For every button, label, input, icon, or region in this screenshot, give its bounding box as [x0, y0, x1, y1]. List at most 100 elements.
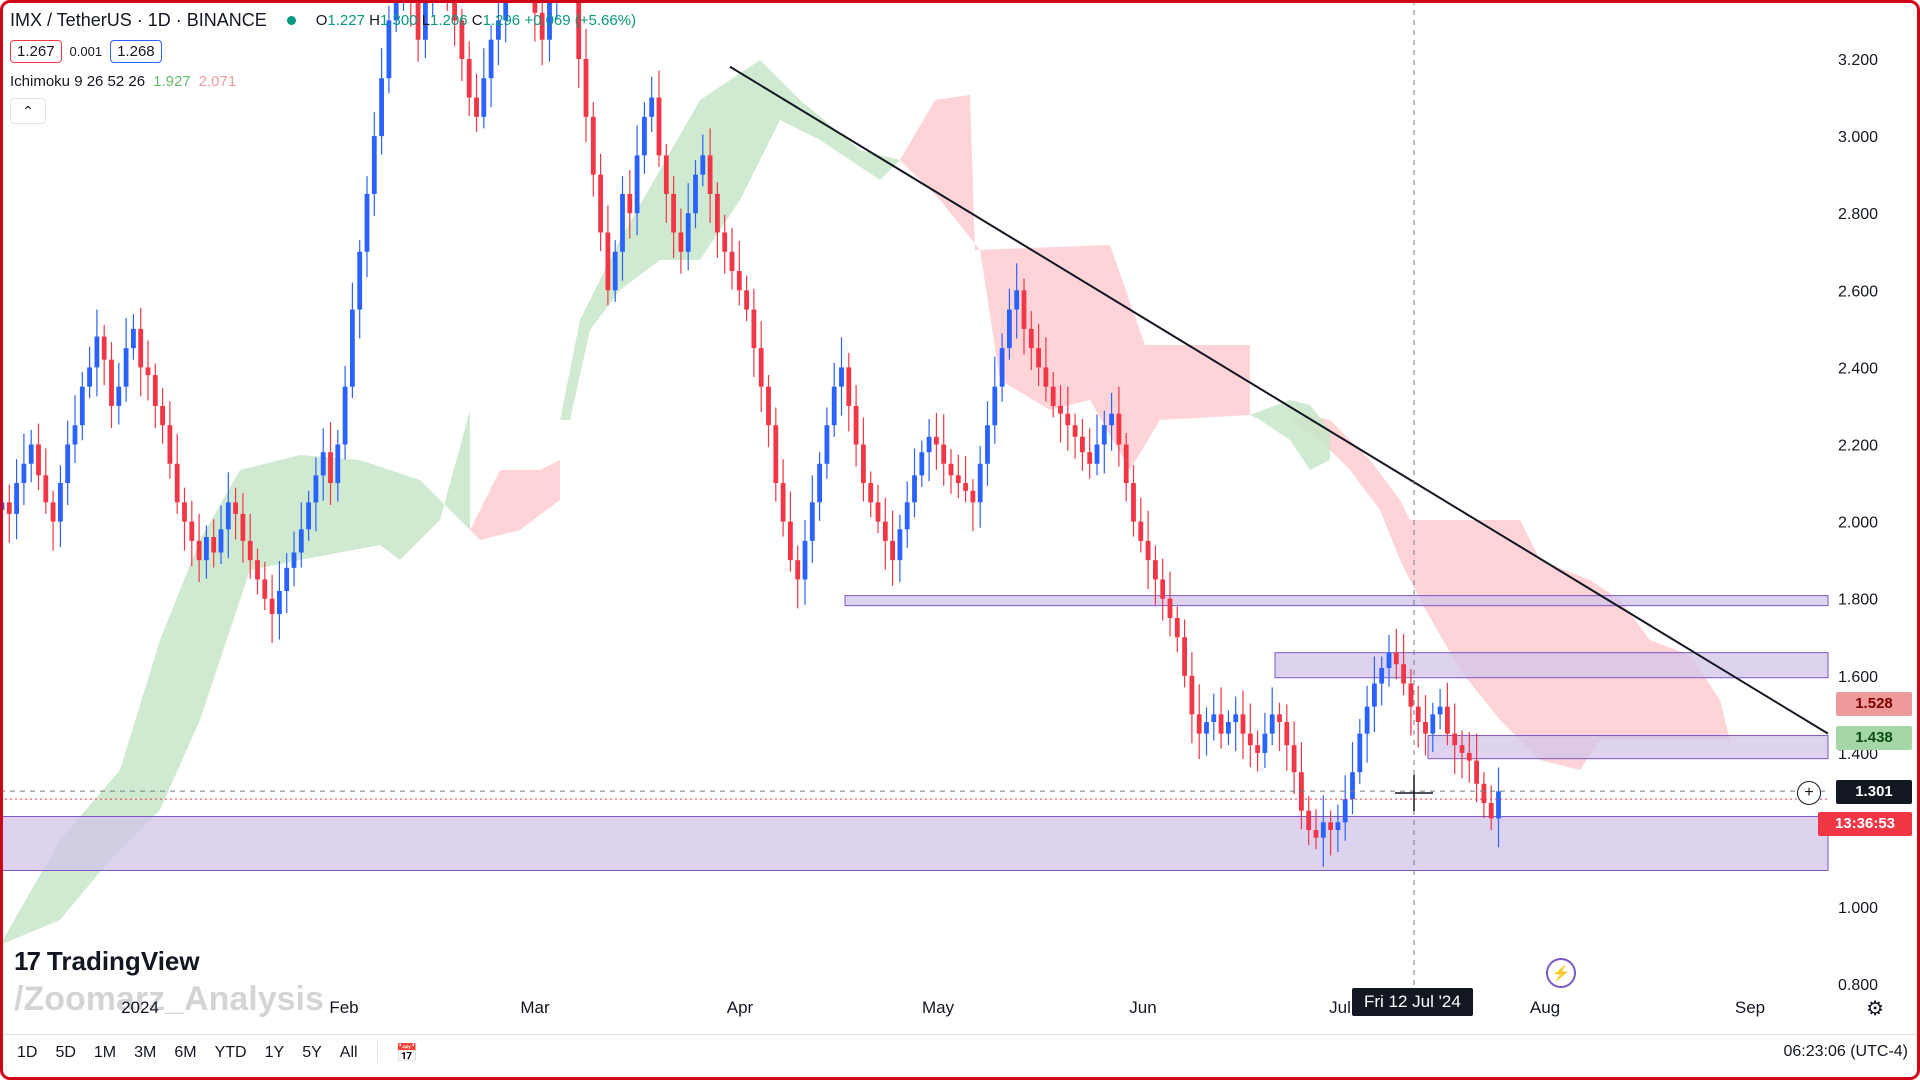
timeframe-all[interactable]: All [339, 1044, 358, 1061]
axes: 3.200 3.000 2.800 2.600 2.400 2.200 2.000 1.800… [121, 52, 1878, 1017]
timeframe-1d[interactable]: 1D [17, 1044, 38, 1061]
timeframe-5y[interactable]: 5Y [302, 1044, 322, 1061]
timeframe-1y[interactable]: 1Y [264, 1044, 285, 1061]
lightning-icon[interactable]: ⚡ [1546, 958, 1576, 988]
candle [634, 125, 640, 236]
candle [423, 0, 428, 59]
bottom-toolbar: 1D 5D 1M 3M 6M YTD 1Y 5Y All 📅 06:23:06 (UTC-4) [0, 1034, 1920, 1071]
candle [1050, 372, 1056, 418]
time-tick-label: Apr [727, 998, 754, 1017]
candle [1357, 718, 1363, 784]
candle [50, 490, 56, 551]
candle [627, 170, 633, 239]
candle [992, 356, 998, 444]
chevron-up-icon[interactable]: ⌃ [10, 98, 46, 124]
symbol-title[interactable]: IMX / TetherUS · 1D · BINANCE [10, 9, 267, 30]
candle [1488, 785, 1494, 830]
cloud-segment-2 [470, 460, 560, 540]
plus-icon[interactable]: + [1797, 781, 1821, 805]
candle [1284, 704, 1290, 771]
zone-0 [844, 595, 1829, 607]
timeframe-6m[interactable]: 6M [174, 1044, 197, 1061]
candle [912, 448, 917, 518]
price-tick-label: 1.400 [1838, 746, 1878, 763]
candle [620, 176, 625, 281]
buy-price-box[interactable]: 1.268 [110, 40, 162, 63]
support-resistance-zones [0, 595, 1829, 871]
candle [831, 362, 837, 437]
price-tick-label: 1.800 [1838, 592, 1878, 609]
candle [1408, 668, 1414, 736]
candle [1474, 733, 1479, 803]
timeframe-ytd[interactable]: YTD [214, 1044, 247, 1061]
candle [474, 73, 479, 132]
candle [955, 454, 961, 499]
candle [1043, 337, 1049, 402]
candle [663, 143, 669, 223]
candle [371, 112, 377, 216]
candle [1401, 634, 1406, 696]
candle [350, 282, 355, 399]
candle [1335, 804, 1341, 852]
timeframe-1m[interactable]: 1M [93, 1044, 117, 1061]
candle [6, 484, 12, 543]
indicator-legend[interactable]: Ichimoku 9 26 52 26 1.927 2.071 [10, 73, 237, 90]
candle [919, 440, 925, 487]
settings-icon[interactable]: ⚙ [1866, 998, 1884, 1020]
candle [204, 525, 209, 579]
candle [846, 352, 852, 432]
candle [824, 407, 830, 479]
candle [1094, 414, 1100, 476]
candle [1342, 775, 1348, 841]
candle [868, 471, 874, 518]
chart-legend: IMX / TetherUS · 1D · BINANCE O1.227 H1.… [10, 8, 636, 124]
candle [1218, 687, 1224, 749]
candle [656, 70, 662, 167]
candle [1459, 730, 1465, 779]
watermark: /Zoomarz_Analysis [14, 980, 324, 1018]
time-tick-label: Mar [520, 998, 550, 1017]
time-tick-label: Jun [1129, 998, 1156, 1017]
candle [1466, 732, 1472, 783]
cloud-segment-1 [560, 60, 900, 420]
sell-price-box[interactable]: 1.267 [10, 40, 62, 63]
candle [1255, 730, 1260, 772]
candle [306, 490, 311, 541]
candle [605, 205, 611, 306]
timeframe-list: 1D 5D 1M 3M 6M YTD 1Y 5Y All [0, 1044, 367, 1062]
clock[interactable]: 06:23:06 (UTC-4) [1783, 1043, 1909, 1060]
candle [853, 385, 859, 467]
candle [773, 407, 779, 502]
timeframe-3m[interactable]: 3M [134, 1044, 157, 1061]
candle [255, 548, 260, 595]
ohlc-values: O1.227 H1.300 L1.206 C1.296 +0.069 (+5.6… [315, 11, 637, 29]
candle [671, 176, 676, 258]
candle [926, 419, 932, 482]
candle [0, 490, 5, 522]
candle [240, 493, 246, 563]
span-b-price-tag: 1.528 [1836, 692, 1912, 716]
calendar-icon[interactable]: 📅 [395, 1042, 418, 1063]
candle [1101, 410, 1107, 474]
candle [1386, 634, 1392, 687]
candle [481, 48, 487, 129]
timeframe-5d[interactable]: 5D [55, 1044, 76, 1061]
candle [598, 153, 603, 251]
candle [766, 375, 771, 448]
candle [649, 76, 655, 132]
time-tick-label: Jul [1329, 998, 1351, 1017]
candle [1087, 428, 1093, 479]
candle [934, 412, 939, 470]
candle [94, 309, 100, 397]
candle [174, 433, 180, 514]
zone-1 [1274, 652, 1829, 679]
candle [466, 41, 472, 117]
candle [904, 481, 910, 548]
candle [1138, 497, 1144, 553]
candle [1123, 432, 1129, 502]
candle [722, 214, 728, 274]
span-a-price-tag: 1.438 [1836, 726, 1912, 750]
candle [357, 240, 363, 339]
candle [291, 531, 297, 587]
